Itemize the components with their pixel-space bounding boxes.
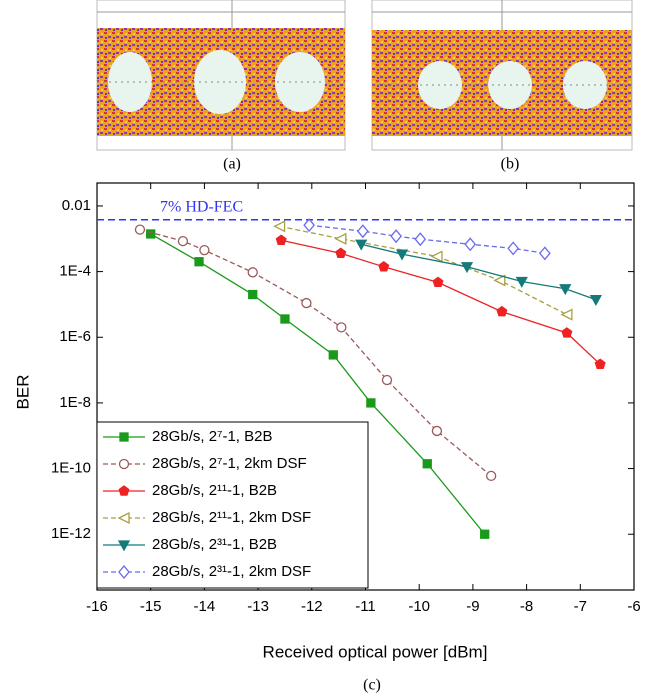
panel-label: (b) [501, 156, 520, 173]
marker [540, 247, 550, 259]
marker [591, 296, 601, 305]
marker [329, 351, 337, 359]
marker [562, 328, 572, 337]
marker [120, 433, 128, 441]
marker [562, 310, 572, 320]
marker [497, 307, 507, 316]
y-axis-label: BER [13, 375, 32, 410]
marker [248, 268, 257, 277]
marker [304, 219, 314, 231]
marker [415, 233, 425, 245]
x-tick-label: -12 [301, 598, 323, 615]
x-tick-label: -10 [408, 598, 430, 615]
legend-label: 28Gb/s, 2¹¹-1, 2km DSF [152, 509, 311, 526]
x-axis-label: Received optical power [dBm] [263, 642, 488, 661]
y-tick-label: 1E-4 [59, 263, 91, 280]
marker [200, 246, 209, 255]
x-tick-label: -9 [466, 598, 479, 615]
marker [423, 460, 431, 468]
marker [178, 237, 187, 246]
marker [275, 221, 285, 231]
y-tick-label: 1E-10 [51, 460, 91, 477]
x-tick-label: -14 [194, 598, 216, 615]
marker [391, 230, 401, 242]
x-tick-label: -16 [86, 598, 108, 615]
marker [302, 299, 311, 308]
marker [487, 471, 496, 480]
legend-label: 28Gb/s, 2⁷-1, B2B [152, 428, 273, 445]
marker [281, 315, 289, 323]
y-tick-label: 1E-12 [51, 525, 91, 542]
marker [135, 225, 144, 234]
marker [432, 426, 441, 435]
marker [367, 399, 375, 407]
legend-label: 28Gb/s, 2³¹-1, 2km DSF [152, 563, 311, 580]
y-tick-label: 0.01 [62, 197, 91, 214]
x-tick-label: -8 [520, 598, 533, 615]
y-tick-label: 1E-6 [59, 328, 91, 345]
marker [120, 460, 129, 469]
eye-diagram-a [97, 0, 345, 150]
legend-label: 28Gb/s, 2⁷-1, 2km DSF [152, 455, 307, 472]
marker [358, 225, 368, 237]
marker [337, 323, 346, 332]
marker [276, 235, 286, 244]
x-tick-label: -13 [247, 598, 269, 615]
figure: (a) (b) (c) Received optical power [dBm]… [0, 0, 646, 696]
threshold-label: 7% HD-FEC [160, 198, 243, 215]
eye-diagram-b [372, 0, 632, 150]
panel-label: (a) [223, 156, 241, 173]
marker [336, 234, 346, 244]
x-tick-label: -6 [627, 598, 640, 615]
marker [465, 238, 475, 250]
marker [379, 262, 389, 271]
legend-label: 28Gb/s, 2³¹-1, B2B [152, 536, 277, 553]
marker [382, 375, 391, 384]
marker [481, 530, 489, 538]
marker [195, 258, 203, 266]
x-tick-label: -15 [140, 598, 162, 615]
marker [249, 291, 257, 299]
y-tick-label: 1E-8 [59, 394, 91, 411]
legend-label: 28Gb/s, 2¹¹-1, B2B [152, 482, 277, 499]
marker [433, 277, 443, 286]
x-tick-label: -7 [574, 598, 587, 615]
x-tick-label: -11 [355, 598, 376, 615]
panel-label: (c) [363, 677, 381, 694]
marker [560, 285, 570, 294]
marker [336, 248, 346, 257]
marker [508, 242, 518, 254]
